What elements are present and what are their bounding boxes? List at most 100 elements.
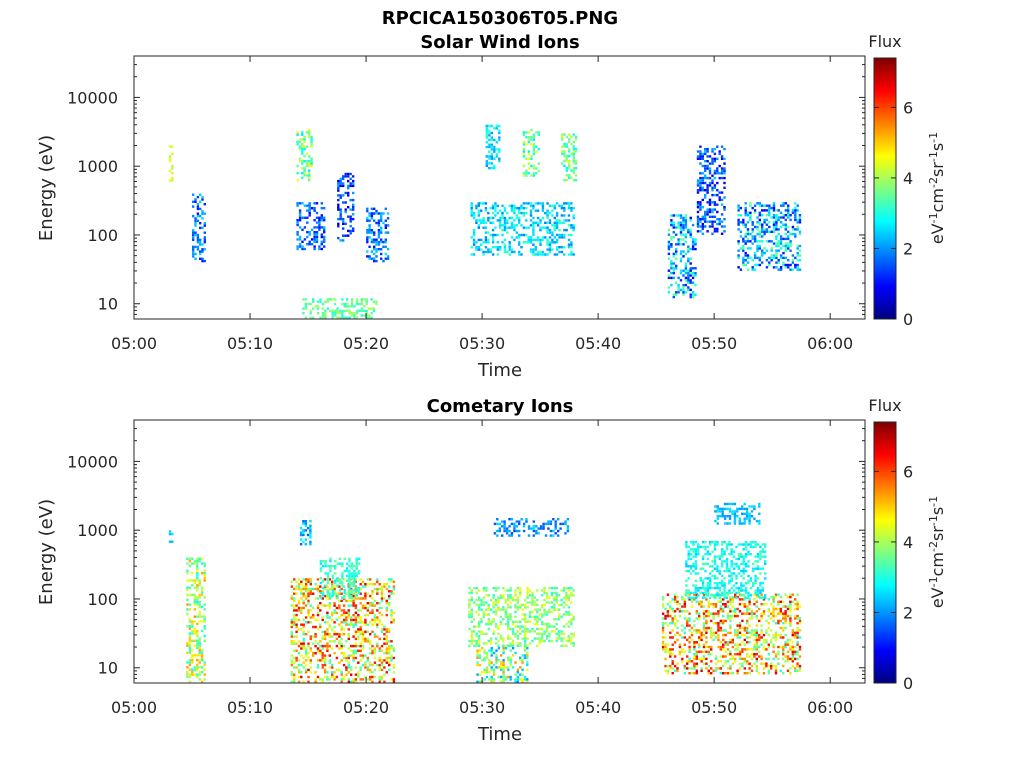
spectrogram-cell	[198, 658, 201, 662]
spectrogram-cell	[532, 250, 535, 254]
spectrogram-cell	[754, 582, 757, 585]
spectrogram-cell	[339, 208, 342, 211]
spectrogram-cell	[560, 207, 564, 210]
spectrogram-cell	[742, 244, 745, 248]
spectrogram-cell	[490, 620, 493, 623]
spectrogram-cell	[371, 623, 374, 626]
spectrogram-cell	[671, 660, 674, 663]
spectrogram-cell	[523, 656, 527, 659]
spectrogram-cell	[679, 250, 683, 253]
spectrogram-cell	[712, 638, 715, 642]
spectrogram-cell	[521, 673, 524, 676]
spectrogram-cell	[353, 564, 356, 568]
spectrogram-cell	[295, 592, 298, 595]
spectrogram-cell	[730, 577, 733, 580]
spectrogram-cell	[337, 179, 340, 183]
spectrogram-cell	[711, 208, 714, 211]
spectrogram-cell	[682, 238, 685, 241]
spectrogram-cell	[705, 598, 708, 601]
spectrogram-cell	[525, 174, 528, 177]
spectrogram-cell	[768, 211, 771, 214]
spectrogram-cell	[302, 656, 305, 660]
spectrogram-cell	[352, 213, 355, 216]
spectrogram-cell	[708, 155, 712, 158]
spectrogram-cell	[368, 229, 371, 232]
spectrogram-cell	[671, 662, 674, 665]
spectrogram-cell	[661, 622, 665, 625]
spectrogram-cell	[779, 237, 783, 241]
spectrogram-cell	[760, 614, 763, 618]
spectrogram-cell	[376, 616, 379, 619]
spectrogram-cell	[331, 314, 334, 317]
spectrogram-cell	[534, 221, 537, 224]
spectrogram-cell	[480, 219, 483, 222]
spectrogram-cell	[331, 635, 334, 638]
spectrogram-cell	[527, 140, 531, 144]
spectrogram-cell	[492, 651, 496, 655]
spectrogram-cell	[724, 641, 727, 644]
spectrogram-cell	[320, 247, 323, 251]
spectrogram-cell	[305, 131, 309, 134]
spectrogram-cell	[504, 623, 507, 626]
spectrogram-cell	[574, 150, 578, 153]
spectrogram-cell	[791, 641, 794, 644]
spectrogram-cell	[378, 606, 381, 610]
spectrogram-cell	[772, 214, 776, 217]
spectrogram-cell	[472, 214, 476, 217]
spectrogram-cell	[492, 606, 495, 609]
x-axis-label: Time	[477, 360, 522, 381]
spectrogram-cell	[309, 540, 312, 544]
spectrogram-cell	[496, 219, 499, 222]
spectrogram-cell	[711, 193, 714, 197]
spectrogram-cell	[747, 550, 750, 553]
spectrogram-cell	[700, 650, 703, 653]
spectrogram-cell	[527, 138, 531, 141]
spectrogram-cell	[318, 245, 321, 248]
spectrogram-cell	[326, 644, 329, 648]
spectrogram-cell	[301, 202, 304, 205]
spectrogram-cell	[347, 633, 350, 636]
spectrogram-cell	[705, 667, 708, 670]
spectrogram-cell	[555, 221, 559, 224]
spectrogram-cell	[499, 224, 502, 227]
spectrogram-cell	[772, 254, 776, 257]
spectrogram-cell	[196, 615, 199, 618]
spectrogram-cell	[342, 220, 345, 223]
spectrogram-cell	[196, 588, 199, 592]
spectrogram-cell	[791, 648, 794, 651]
plot-frame	[133, 55, 866, 320]
spectrogram-cell	[475, 221, 478, 224]
spectrogram-cell	[515, 236, 518, 239]
spectrogram-cell	[376, 578, 379, 581]
spectrogram-cell	[319, 649, 322, 652]
spectrogram-cell	[689, 596, 693, 599]
spectrogram-cell	[342, 184, 345, 188]
spectrogram-cell	[371, 592, 374, 595]
spectrogram-cell	[784, 256, 787, 260]
spectrogram-cell	[201, 562, 204, 565]
spectrogram-cell	[516, 625, 520, 628]
spectrogram-cell	[718, 164, 721, 168]
spectrogram-cell	[371, 609, 374, 612]
spectrogram-cell	[686, 610, 689, 613]
spectrogram-cell	[784, 633, 787, 637]
spectrogram-cell	[491, 241, 495, 244]
spectrogram-cell	[717, 645, 720, 649]
spectrogram-cell	[499, 246, 502, 249]
spectrogram-cell	[744, 235, 747, 238]
spectrogram-cell	[341, 572, 344, 575]
spectrogram-cell	[347, 628, 350, 631]
spectrogram-cell	[796, 247, 799, 250]
spectrogram-cell	[507, 656, 510, 659]
spectrogram-cell	[338, 589, 342, 592]
spectrogram-cell	[746, 672, 749, 675]
spectrogram-cell	[296, 131, 299, 134]
spectrogram-cell	[746, 268, 750, 271]
spectrogram-cell	[684, 279, 688, 282]
spectrogram-cell	[528, 594, 532, 597]
spectrogram-cell	[709, 572, 712, 575]
spectrogram-cell	[717, 614, 720, 618]
spectrogram-cell	[716, 591, 719, 595]
spectrogram-cell	[789, 232, 792, 236]
spectrogram-cell	[722, 614, 725, 618]
